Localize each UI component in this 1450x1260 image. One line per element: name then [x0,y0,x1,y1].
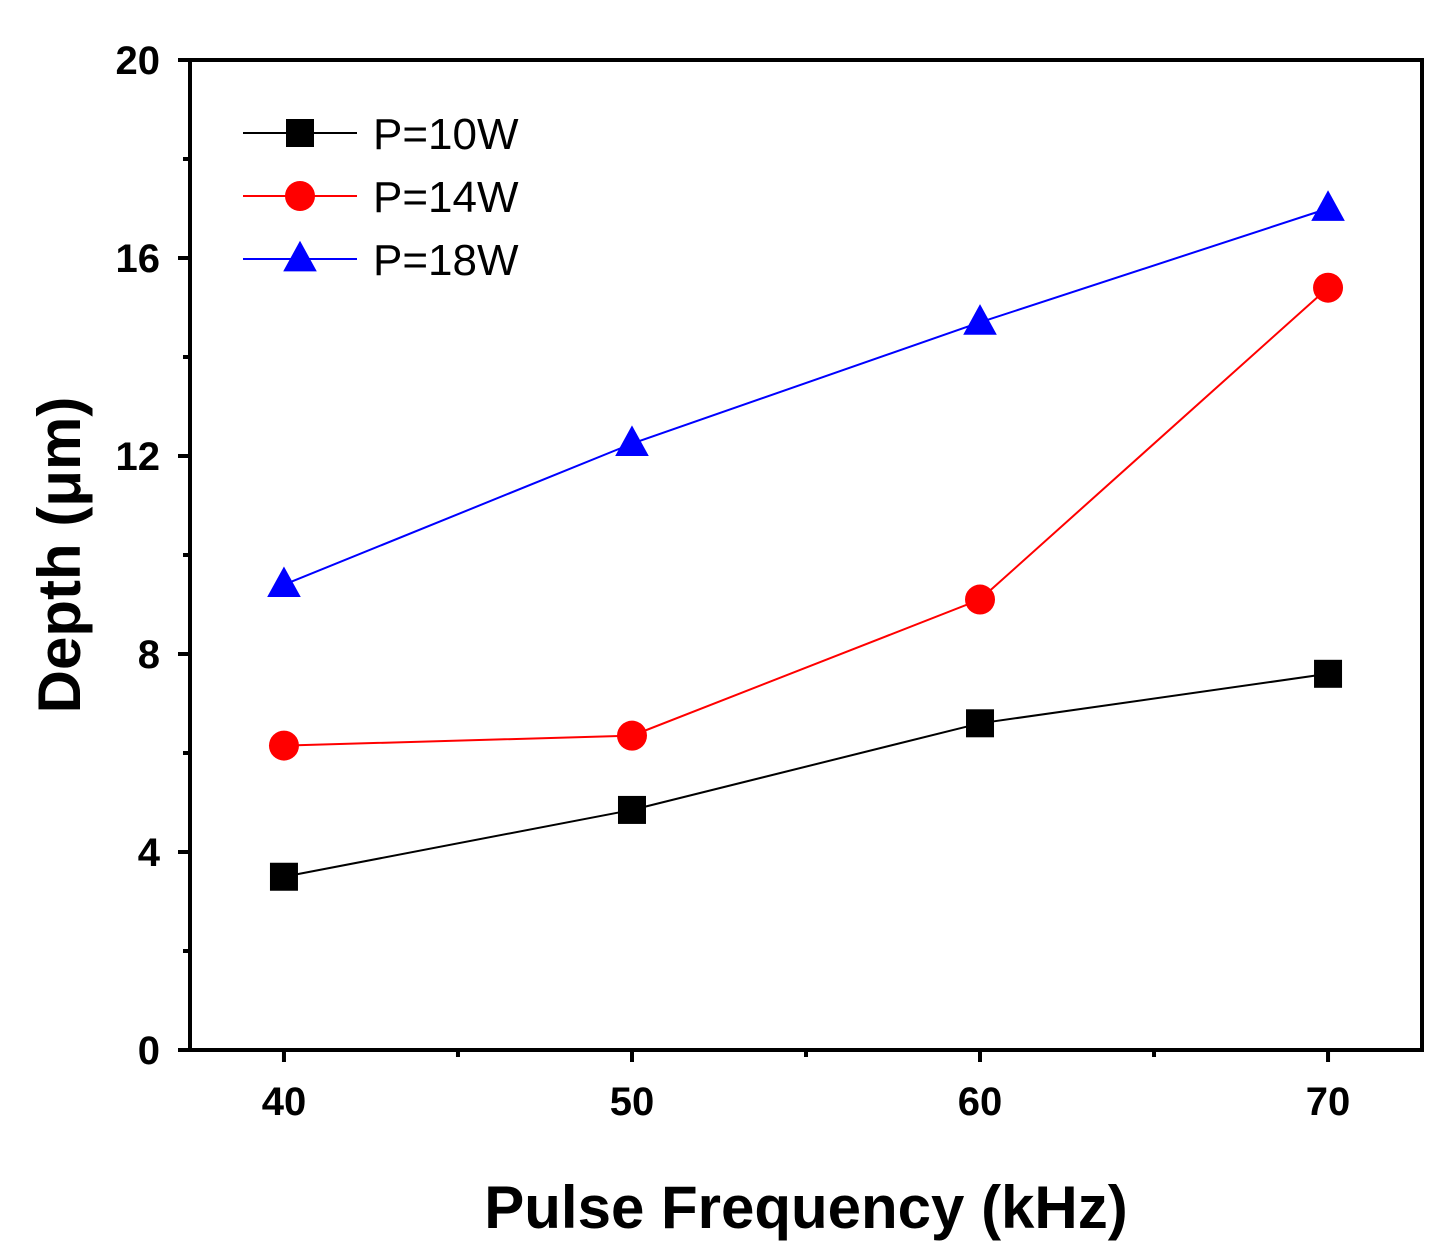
legend-label-p-10w: P=10W [373,110,519,159]
y-tick-label: 12 [116,435,161,479]
legend-marker-p-18w [283,240,317,272]
data-point-p-14w [616,720,647,751]
series-layer [267,190,1345,891]
y-axis: 0 4 8 12 16 20 [116,39,190,1073]
x-tick-label: 60 [958,1080,1003,1124]
legend: P=10W P=14W P=18W [243,110,519,285]
data-point-p-18w [615,425,649,456]
data-point-p-18w [963,304,997,335]
data-point-p-10w [269,862,298,891]
y-axis-title: Depth (μm) [26,397,93,714]
y-tick-label: 4 [138,831,161,875]
series-line-p-10w [283,672,1329,878]
data-point-p-10w [617,795,646,824]
data-point-p-10w [966,709,995,738]
y-tick-label: 8 [138,633,160,677]
series-line-p-18w [283,207,1329,586]
x-tick-label: 70 [1306,1080,1351,1124]
legend-marker-p-14w [285,181,315,211]
data-point-p-10w [1314,659,1343,688]
data-point-p-14w [268,730,299,761]
data-point-p-14w [1313,272,1344,303]
legend-label-p-14w: P=14W [373,173,519,222]
legend-marker-p-10w [286,119,314,147]
y-tick-label: 20 [116,39,161,83]
data-point-p-14w [965,584,996,615]
legend-label-p-18w: P=18W [373,236,519,285]
x-axis: 40 50 60 70 [262,1050,1351,1124]
data-point-p-18w [267,566,301,598]
x-axis-title: Pulse Frequency (kHz) [484,1174,1128,1241]
series-line-p-14w [283,286,1329,747]
y-tick-label: 16 [116,237,161,281]
data-point-p-18w [1311,190,1345,221]
y-tick-label: 0 [138,1029,160,1073]
x-tick-label: 40 [262,1080,307,1124]
x-tick-label: 50 [610,1080,655,1124]
